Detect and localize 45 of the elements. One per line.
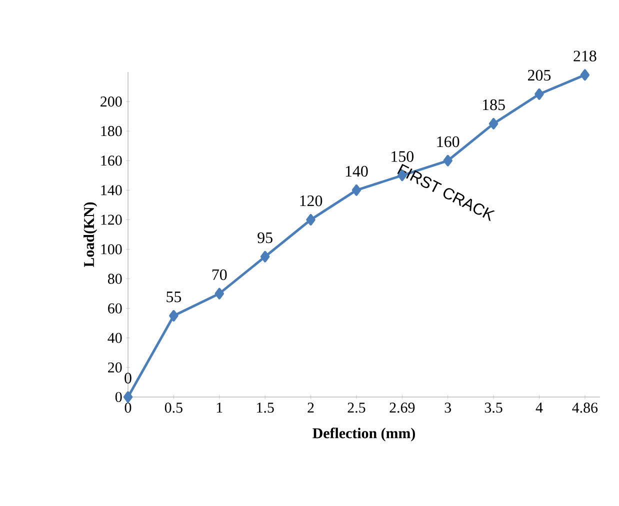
point	[443, 154, 452, 166]
x-tick-label: 3	[444, 402, 452, 413]
y-tick-label: 20	[108, 362, 122, 372]
y-axis-title: Load(KN)	[84, 202, 98, 268]
y-tick-label: 120	[101, 214, 122, 225]
x-tick-label: 4	[536, 402, 543, 412]
y-tick-label: 100	[101, 244, 122, 254]
x-tick-label: 3.5	[484, 402, 502, 413]
x-tick-label: 0	[124, 402, 132, 413]
x-tick-label: 2.5	[348, 402, 366, 413]
data-label: 150	[392, 151, 414, 162]
y-tick-label: 200	[100, 96, 122, 107]
point	[306, 214, 316, 226]
x-tick-label: 2	[308, 402, 314, 413]
data-label: 205	[528, 70, 551, 81]
x-tick-label: 1.5	[257, 402, 274, 413]
x-tick-label: 4.86	[572, 402, 598, 413]
x-axis-title: Deflection (mm)	[312, 428, 415, 442]
data-label: 55	[166, 292, 182, 302]
y-tick-label: 60	[108, 303, 122, 314]
data-label: 185	[482, 99, 505, 110]
y-tick-label: 40	[108, 332, 122, 343]
point	[534, 88, 544, 100]
point	[214, 288, 224, 300]
data-label: 70	[212, 269, 227, 280]
point	[488, 118, 498, 130]
data-label: 120	[300, 195, 322, 206]
point	[169, 310, 178, 322]
y-tick-label: 160	[101, 156, 122, 166]
point	[352, 184, 362, 196]
x-tick-label: 1	[216, 402, 222, 413]
x-tick-label: 0.5	[164, 402, 182, 413]
y-tick-label: 80	[108, 274, 122, 284]
data-label: 0	[124, 372, 132, 384]
point	[123, 391, 133, 403]
y-tick-label: 180	[101, 126, 122, 136]
point	[580, 69, 590, 81]
data-label: 95	[258, 232, 272, 244]
x-tick-label: 2.69	[390, 402, 415, 413]
y-tick-label: 140	[101, 185, 122, 196]
y-tick-label: 0	[115, 392, 122, 402]
data-label: 140	[346, 166, 368, 177]
data-label: 160	[437, 136, 460, 148]
point	[260, 250, 270, 262]
data-label: 218	[574, 50, 596, 62]
